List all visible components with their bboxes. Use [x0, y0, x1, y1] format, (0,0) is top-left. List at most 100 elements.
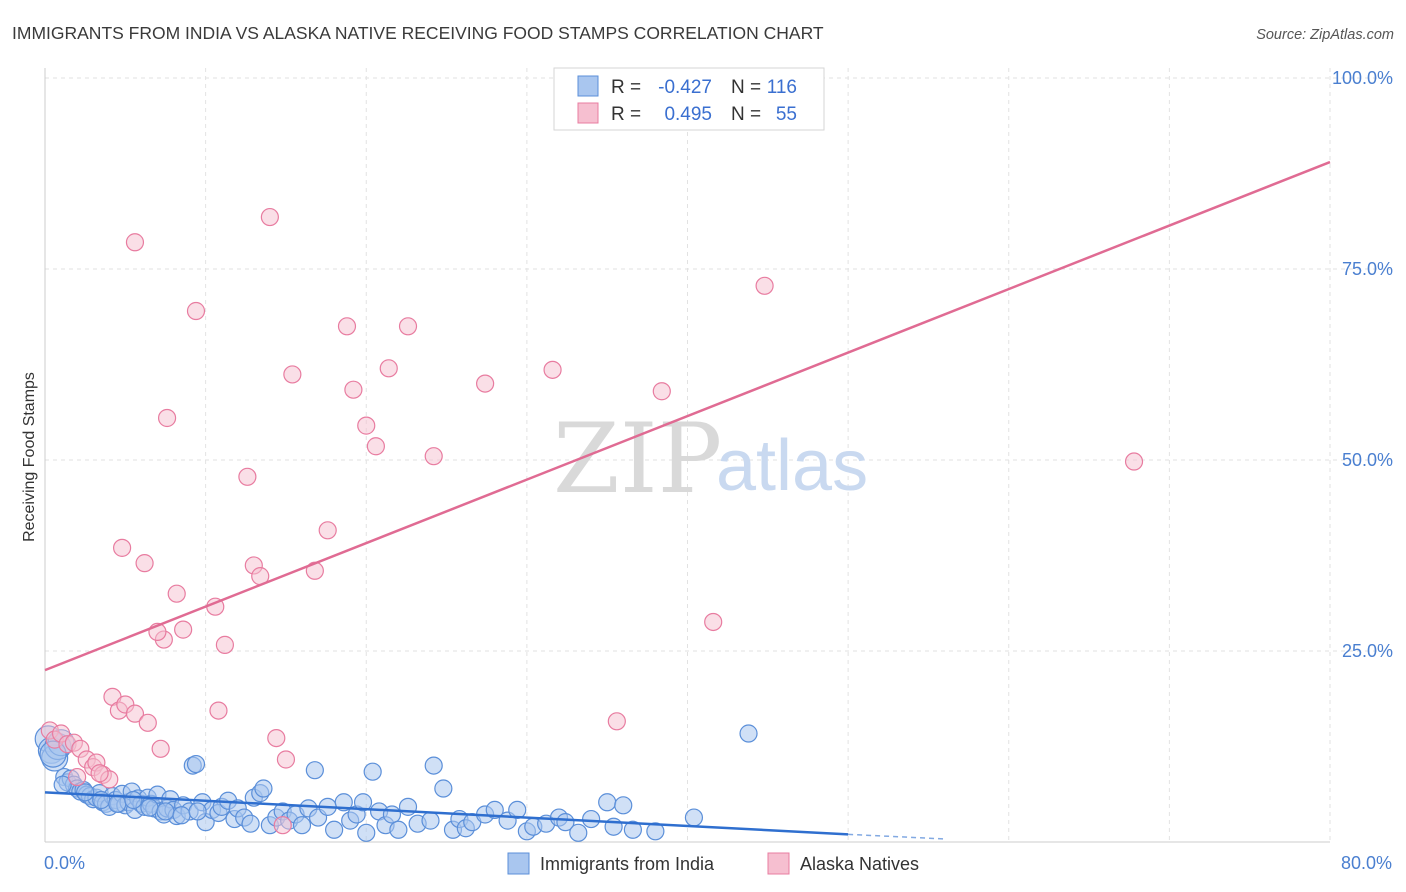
alaska-point-42	[366, 437, 385, 456]
bottom-legend-label-alaska: Alaska Natives	[800, 854, 919, 874]
alaska-point-52	[1124, 452, 1144, 471]
india-trend-extension	[848, 833, 945, 840]
india-point-113	[172, 806, 191, 825]
alaska-point-50	[704, 612, 723, 632]
india-point-82	[424, 756, 443, 775]
y-tick-label-0: 25.0%	[1342, 641, 1393, 661]
alaska-point-43	[379, 359, 398, 378]
india-point-97	[569, 823, 588, 842]
india-point-65	[305, 761, 324, 780]
india-point-74	[363, 762, 382, 781]
alaska-trend-line	[44, 160, 1331, 672]
alaska-point-49	[652, 382, 671, 401]
x-tick-max: 80.0%	[1341, 853, 1392, 873]
y-ticks: 25.0% 50.0% 75.0% 100.0%	[1332, 68, 1393, 661]
alaska-point-35	[276, 750, 296, 769]
alaska-point-40	[344, 380, 363, 399]
india-point-83	[434, 779, 453, 798]
alaska-point-54	[90, 764, 109, 783]
india-point-72	[353, 793, 373, 812]
alaska-point-32	[260, 207, 279, 227]
alaska-point-29	[238, 467, 257, 486]
alaska-point-47	[543, 360, 562, 379]
legend-box	[553, 67, 825, 131]
alaska-point-17	[125, 233, 145, 252]
legend-n-label-alaska: N =	[731, 104, 761, 125]
correlation-legend: R = -0.427 N = 116 R = 0.495 N = 55	[553, 67, 825, 131]
alaska-point-45	[424, 447, 443, 466]
alaska-point-39	[337, 317, 357, 336]
india-point-63	[292, 816, 312, 835]
alaska-point-23	[167, 584, 186, 603]
alaska-point-27	[209, 701, 228, 720]
india-point-112	[156, 802, 175, 821]
alaska-point-36	[283, 365, 302, 384]
india-point-109	[108, 794, 127, 813]
alaska-point-14	[125, 704, 145, 723]
india-point-110	[124, 790, 143, 810]
alaska-point-25	[186, 301, 206, 321]
legend-n-value-alaska: 55	[776, 104, 797, 125]
x-tick-min: 0.0%	[44, 853, 85, 873]
legend-swatch-india	[577, 75, 599, 97]
chart-source: Source: ZipAtlas.com	[1256, 27, 1394, 43]
india-point-89	[485, 800, 504, 820]
india-point-96	[556, 813, 575, 832]
india-point-104	[684, 808, 704, 827]
alaska-point-34	[273, 816, 292, 835]
india-point-99	[598, 793, 617, 812]
alaska-point-44	[398, 317, 418, 336]
legend-r-label-india: R =	[611, 77, 641, 98]
y-tick-label-3: 100.0%	[1332, 68, 1393, 88]
india-point-111	[140, 798, 159, 817]
legend-swatch-alaska	[577, 102, 599, 124]
series-alaska-points	[40, 207, 1144, 835]
india-point-78	[389, 820, 408, 839]
watermark-atlas: atlas	[716, 426, 868, 506]
trend-lines	[44, 160, 1331, 840]
india-point-101	[614, 796, 633, 815]
india-point-77	[382, 805, 402, 824]
alaska-point-46	[476, 374, 495, 393]
alaska-point-28	[215, 635, 234, 654]
india-point-107	[76, 783, 95, 802]
bottom-legend-label-india: Immigrants from India	[540, 854, 715, 874]
alaska-point-33	[267, 728, 286, 748]
india-point-73	[357, 823, 376, 842]
alaska-point-24	[174, 620, 193, 639]
india-point-98	[582, 809, 601, 829]
y-tick-label-2: 75.0%	[1342, 259, 1393, 279]
chart-title: IMMIGRANTS FROM INDIA VS ALASKA NATIVE R…	[12, 23, 824, 43]
india-point-68	[325, 820, 344, 839]
india-point-103	[646, 822, 665, 841]
india-point-102	[623, 820, 642, 839]
alaska-point-48	[607, 712, 626, 731]
alaska-point-20	[157, 408, 177, 428]
india-point-114	[188, 802, 207, 821]
legend-n-value-india: 116	[767, 77, 797, 98]
legend-r-value-alaska: 0.495	[664, 104, 712, 125]
alaska-point-15	[138, 713, 157, 732]
grid	[45, 68, 1392, 842]
india-point-81	[421, 811, 440, 830]
bottom-legend-swatch-alaska	[767, 852, 790, 875]
alaska-point-41	[357, 416, 376, 435]
india-point-91	[508, 800, 527, 820]
y-tick-label-1: 50.0%	[1342, 450, 1393, 470]
india-point-57	[254, 779, 273, 798]
alaska-point-38	[318, 521, 337, 540]
india-trend-line	[44, 791, 849, 836]
india-point-54	[241, 814, 260, 833]
legend-r-label-alaska: R =	[611, 104, 641, 125]
alaska-point-51	[755, 276, 774, 295]
india-point-105	[739, 724, 758, 743]
alaska-point-16	[112, 538, 132, 557]
india-point-44	[186, 754, 206, 774]
legend-n-label-india: N =	[731, 77, 761, 98]
alaska-point-19	[151, 739, 170, 758]
y-axis-label: Receiving Food Stamps	[21, 372, 38, 542]
series-legend: Immigrants from India Alaska Natives	[507, 852, 919, 875]
bottom-legend-swatch-india	[507, 852, 530, 875]
alaska-point-18	[135, 554, 154, 573]
